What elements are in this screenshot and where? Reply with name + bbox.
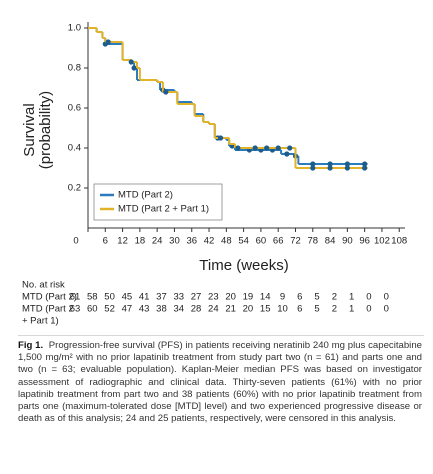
at-risk-value: 37	[156, 292, 167, 303]
censor-mark	[327, 165, 333, 171]
at-risk-value: 19	[243, 292, 254, 303]
x-tick-label: 108	[391, 236, 407, 247]
at-risk-value: 21	[225, 304, 236, 315]
censor-mark	[327, 161, 333, 167]
x-tick-label: 48	[221, 236, 232, 247]
at-risk-value: 0	[384, 292, 389, 303]
x-tick-label: 36	[186, 236, 197, 247]
at-risk-value: 5	[314, 304, 319, 315]
at-risk-value: 2	[332, 304, 337, 315]
legend-label: MTD (Part 2 + Part 1)	[118, 204, 209, 215]
x-label: Time (weeks)	[199, 257, 288, 274]
at-risk-value: 38	[156, 304, 167, 315]
x-tick-label: 12	[117, 236, 128, 247]
x-tick-label: 78	[307, 236, 318, 247]
at-risk-value: 15	[260, 304, 271, 315]
x-tick-label: 102	[374, 236, 390, 247]
y-tick-label: 1.0	[68, 23, 81, 34]
at-risk-value: 41	[139, 292, 150, 303]
y-label: (probability)	[37, 91, 54, 169]
at-risk-value: 63	[70, 304, 81, 315]
at-risk-value: 20	[225, 292, 236, 303]
x-tick-label: 6	[103, 236, 108, 247]
legend-box	[93, 183, 223, 221]
legend-label: MTD (Part 2)	[118, 190, 173, 201]
at-risk-value: 0	[366, 292, 371, 303]
x-tick-label: 60	[256, 236, 267, 247]
at-risk-label: MTD (Part 2)	[22, 292, 77, 303]
censor-mark	[105, 39, 111, 45]
at-risk-label: MTD (Part 2	[22, 304, 74, 315]
y-tick-label: 0.2	[68, 183, 81, 194]
caption-text: Progression-free survival (PFS) in patie…	[18, 340, 422, 425]
y-tick-label: 0.8	[68, 63, 81, 74]
at-risk-value: 6	[297, 304, 302, 315]
at-risk-value: 27	[191, 292, 202, 303]
at-risk-value: 1	[349, 304, 354, 315]
censor-mark	[287, 145, 293, 151]
y-tick-label: 0.4	[68, 143, 81, 154]
at-risk-value: 33	[173, 292, 184, 303]
x-tick-label: 0	[73, 236, 78, 247]
y-tick-label: 0.6	[68, 103, 81, 114]
caption: Fig 1. Progression-free survival (PFS) i…	[18, 340, 422, 425]
at-risk-value: 47	[122, 304, 133, 315]
at-risk-value: 2	[332, 292, 337, 303]
censor-mark	[275, 145, 281, 151]
at-risk-value: 5	[314, 292, 319, 303]
x-tick-label: 90	[342, 236, 353, 247]
at-risk-value: 0	[366, 304, 371, 315]
at-risk-value: 28	[191, 304, 202, 315]
censor-mark	[344, 165, 350, 171]
x-tick-label: 42	[204, 236, 215, 247]
censor-mark	[362, 165, 368, 171]
at-risk-value: 43	[139, 304, 150, 315]
at-risk-value: 34	[173, 304, 184, 315]
at-risk-value: 50	[104, 292, 115, 303]
at-risk-value: 1	[349, 292, 354, 303]
at-risk-value: 23	[208, 292, 219, 303]
at-risk-value: 52	[104, 304, 115, 315]
at-risk-value: 58	[87, 292, 98, 303]
censor-mark	[284, 151, 290, 157]
x-tick-label: 96	[359, 236, 370, 247]
censor-mark	[362, 161, 368, 167]
at-risk-value: 61	[70, 292, 81, 303]
caption-label: Fig 1.	[18, 340, 44, 351]
x-tick-label: 24	[152, 236, 163, 247]
at-risk-value: 6	[297, 292, 302, 303]
censor-mark	[131, 65, 137, 71]
at-risk-title: No. at risk	[22, 280, 65, 291]
at-risk-value: 20	[243, 304, 254, 315]
x-tick-label: 30	[169, 236, 180, 247]
censor-mark	[252, 145, 258, 151]
x-tick-label: 18	[135, 236, 146, 247]
y-label: Survival	[21, 103, 38, 156]
censor-mark	[344, 161, 350, 167]
at-risk-value: 14	[260, 292, 271, 303]
at-risk-label: + Part 1)	[22, 316, 59, 327]
censor-mark	[235, 145, 241, 151]
x-tick-label: 54	[238, 236, 249, 247]
censor-mark	[217, 135, 224, 141]
x-tick-label: 84	[325, 236, 336, 247]
chart: Survival (probability) Time (weeks) No. …	[18, 22, 424, 336]
at-risk-value: 45	[122, 292, 133, 303]
censor-mark	[264, 145, 270, 151]
x-tick-label: 66	[273, 236, 284, 247]
at-risk-value: 10	[277, 304, 288, 315]
at-risk-value: 9	[280, 292, 285, 303]
censor-mark	[310, 161, 316, 167]
censor-mark	[310, 165, 316, 171]
censor-mark	[128, 59, 134, 65]
x-tick-label: 72	[290, 236, 301, 247]
at-risk-value: 24	[208, 304, 219, 315]
at-risk-value: 60	[87, 304, 98, 315]
at-risk-value: 0	[384, 304, 389, 315]
censor-mark	[163, 89, 169, 95]
